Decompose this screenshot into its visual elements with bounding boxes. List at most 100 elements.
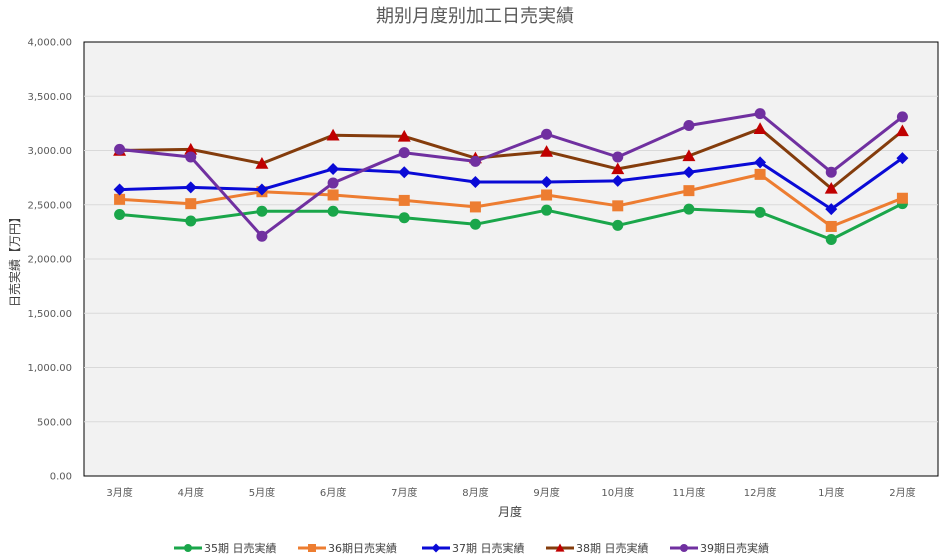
data-point <box>683 120 695 132</box>
x-tick-label: 11月度 <box>673 486 706 499</box>
data-point <box>683 203 695 215</box>
data-point <box>754 108 766 120</box>
data-point <box>256 205 268 217</box>
y-tick-label: 500.00 <box>37 417 72 428</box>
gridlines <box>84 95 938 423</box>
data-point <box>682 166 695 179</box>
data-point <box>184 181 197 194</box>
y-tick-label: 3,000.00 <box>27 146 72 157</box>
x-axis-label: 月度 <box>498 504 522 519</box>
data-point <box>896 111 908 123</box>
x-tick-label: 7月度 <box>391 486 417 499</box>
data-point <box>431 543 441 553</box>
data-point <box>825 203 838 216</box>
legend-item: 36期日売実績 <box>298 541 397 555</box>
data-point <box>113 183 126 196</box>
data-point <box>824 181 838 194</box>
y-tick-label: 4,000.00 <box>27 38 72 49</box>
data-point <box>612 151 624 163</box>
data-point <box>327 189 339 201</box>
data-point <box>398 147 410 159</box>
x-tick-label: 1月度 <box>818 486 844 499</box>
legend-item: 39期日売実績 <box>670 541 769 555</box>
data-point <box>308 544 316 552</box>
series-line <box>119 202 904 241</box>
y-tick-label: 1,000.00 <box>27 363 72 374</box>
x-axis: 3月度 4月度 5月度 6月度 7月度 8月度 9月度 10月度 11月度 12月度 1月度 2月度 <box>106 486 915 499</box>
data-point <box>753 122 767 134</box>
y-axis: 0.00 500.00 1,000.00 1,500.00 2,000.00 2,500.… <box>27 38 72 483</box>
x-tick-label: 9月度 <box>533 486 559 499</box>
data-point <box>255 157 269 169</box>
legend-label: 37期 日売実績 <box>452 541 525 555</box>
data-point <box>469 155 481 167</box>
data-point <box>825 233 837 245</box>
data-point <box>754 168 766 180</box>
data-point <box>895 124 909 137</box>
data-point <box>184 544 192 552</box>
data-point <box>896 192 908 204</box>
series-5 <box>114 108 908 242</box>
data-point <box>185 151 197 163</box>
y-tick-label: 2,500.00 <box>27 200 72 211</box>
data-point <box>185 198 197 210</box>
data-point <box>540 145 554 157</box>
x-tick-label: 6月度 <box>320 486 346 499</box>
y-tick-label: 2,000.00 <box>27 255 72 266</box>
data-point <box>256 230 268 242</box>
series-2 <box>114 168 908 232</box>
data-point <box>612 200 624 212</box>
legend-item: 38期 日売実績 <box>546 541 649 555</box>
data-point <box>469 218 481 230</box>
data-point <box>896 152 909 165</box>
legend-label: 39期日売実績 <box>700 541 769 555</box>
data-point <box>682 149 696 162</box>
x-tick-label: 2月度 <box>889 486 915 499</box>
data-point <box>114 143 126 155</box>
data-point <box>611 162 625 175</box>
y-axis-label: 日売実績【万円】 <box>7 211 22 307</box>
data-point <box>555 543 565 552</box>
data-point <box>327 162 340 175</box>
data-point <box>611 174 624 187</box>
data-point <box>114 209 126 221</box>
legend-label: 36期日売実績 <box>328 541 397 555</box>
data-point <box>612 219 624 231</box>
data-point <box>680 544 688 552</box>
data-point <box>184 142 198 155</box>
data-point <box>255 183 268 196</box>
series-3 <box>113 152 909 216</box>
data-point <box>825 220 837 232</box>
data-point <box>398 166 411 179</box>
data-point <box>469 201 481 213</box>
data-point <box>683 185 695 197</box>
legend: 35期 日売実績 36期日売実績 37期 日売実績 38期 日売実績 39期日売実績 <box>174 541 769 555</box>
data-point <box>327 177 339 189</box>
legend-item: 35期 日売実績 <box>174 541 277 555</box>
series-line <box>119 172 903 228</box>
data-point <box>541 189 553 201</box>
data-point <box>541 128 553 140</box>
data-point <box>754 156 767 169</box>
legend-label: 38期 日売実績 <box>576 541 649 555</box>
series-layer <box>113 108 909 245</box>
data-point <box>326 128 340 141</box>
x-tick-label: 12月度 <box>744 486 777 499</box>
legend-item: 37期 日売実績 <box>422 541 525 555</box>
y-tick-label: 1,500.00 <box>27 309 72 320</box>
y-tick-label: 3,500.00 <box>27 92 72 103</box>
y-tick-label: 0.00 <box>50 472 72 483</box>
data-point <box>398 212 410 224</box>
x-tick-label: 8月度 <box>462 486 488 499</box>
data-point <box>327 205 339 217</box>
data-point <box>185 215 197 227</box>
series-1 <box>114 198 908 245</box>
data-point <box>398 194 410 206</box>
data-point <box>469 175 482 188</box>
series-line <box>119 156 904 211</box>
data-point <box>114 193 126 205</box>
x-tick-label: 4月度 <box>178 486 204 499</box>
legend-label: 35期 日売実績 <box>204 541 277 555</box>
